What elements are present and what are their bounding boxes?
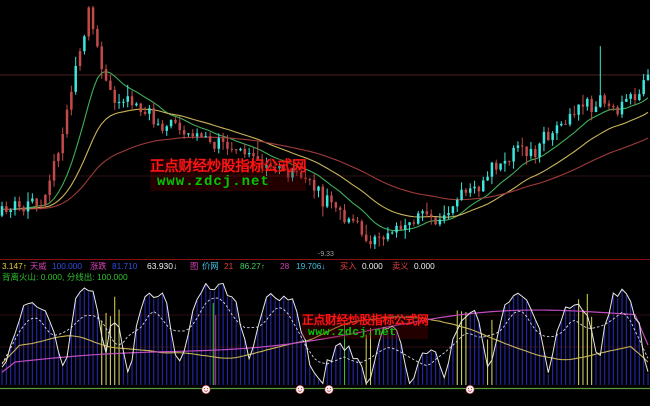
svg-text:100.000: 100.000 — [52, 261, 82, 271]
svg-text:买入: 买入 — [340, 261, 357, 271]
svg-text:0.000: 0.000 — [414, 261, 435, 271]
svg-text:价网: 价网 — [202, 261, 219, 271]
svg-text:图: 图 — [190, 261, 198, 271]
svg-text:86.27↑: 86.27↑ — [240, 261, 265, 271]
svg-text:卖义: 卖义 — [392, 261, 409, 271]
svg-text:63.930↓: 63.930↓ — [147, 261, 177, 271]
svg-text:81.710: 81.710 — [112, 261, 138, 271]
svg-text:19.706↓: 19.706↓ — [296, 261, 326, 271]
svg-text:背离火山: 0.000, 分线出: 100.000: 背离火山: 0.000, 分线出: 100.000 — [2, 272, 128, 282]
svg-text:3.147↑: 3.147↑ — [2, 261, 27, 271]
svg-text:28: 28 — [280, 261, 290, 271]
svg-text:涨跌: 涨跌 — [90, 261, 107, 271]
svg-text:天威: 天威 — [30, 261, 47, 271]
svg-text:21: 21 — [224, 261, 234, 271]
svg-text:0.000: 0.000 — [362, 261, 383, 271]
